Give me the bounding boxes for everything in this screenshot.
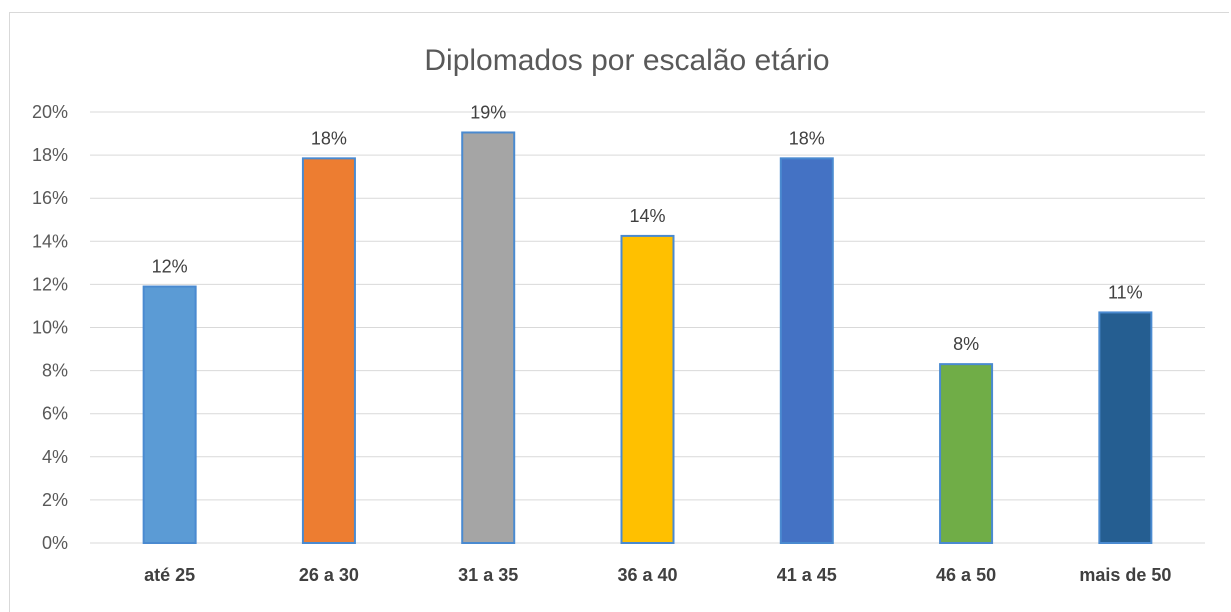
data-label: 8%: [953, 334, 979, 354]
chart-title: Diplomados por escalão etário: [424, 44, 829, 77]
bar-6: [939, 363, 994, 545]
data-label: 11%: [1108, 282, 1143, 302]
y-tick-label: 10%: [32, 318, 68, 338]
data-label: 18%: [789, 128, 825, 148]
y-tick-label: 4%: [42, 447, 68, 467]
y-tick-label: 14%: [32, 231, 68, 251]
chart-frame: [9, 12, 1229, 612]
bar-5: [779, 157, 834, 545]
x-tick-label: 31 a 35: [458, 565, 518, 585]
data-label: 19%: [470, 102, 506, 122]
y-tick-label: 18%: [32, 145, 68, 165]
bar-chart: Diplomados por escalão etário 0% 2% 4% 6% 8%…: [32, 44, 1205, 585]
y-axis-tick-labels: 0% 2% 4% 6% 8% 10% 12% 14% 16% 18% 20%: [32, 102, 68, 553]
y-tick-label: 20%: [32, 102, 68, 122]
bars: [142, 131, 1153, 545]
data-label: 18%: [311, 128, 347, 148]
data-label: 14%: [629, 206, 665, 226]
bar-1: [142, 285, 197, 544]
y-tick-label: 0%: [42, 533, 68, 553]
data-labels: 12% 18% 19% 14% 18% 8% 11%: [152, 102, 1143, 354]
x-tick-label: 26 a 30: [299, 565, 359, 585]
y-tick-label: 2%: [42, 490, 68, 510]
y-tick-label: 8%: [42, 361, 68, 381]
bar-3: [461, 131, 516, 544]
x-tick-label: até 25: [144, 565, 195, 585]
bar-4: [620, 234, 675, 544]
y-tick-label: 16%: [32, 188, 68, 208]
data-label: 12%: [152, 257, 188, 277]
bar-2: [301, 157, 356, 545]
x-tick-label: 36 a 40: [617, 565, 677, 585]
x-tick-label: 41 a 45: [777, 565, 837, 585]
y-tick-label: 12%: [32, 274, 68, 294]
bar-7: [1098, 311, 1153, 545]
y-tick-label: 6%: [42, 404, 68, 424]
x-axis-tick-labels: até 25 26 a 30 31 a 35 36 a 40 41 a 45 46 a 5…: [144, 565, 1171, 585]
x-tick-label: 46 a 50: [936, 565, 996, 585]
x-tick-label: mais de 50: [1079, 565, 1171, 585]
